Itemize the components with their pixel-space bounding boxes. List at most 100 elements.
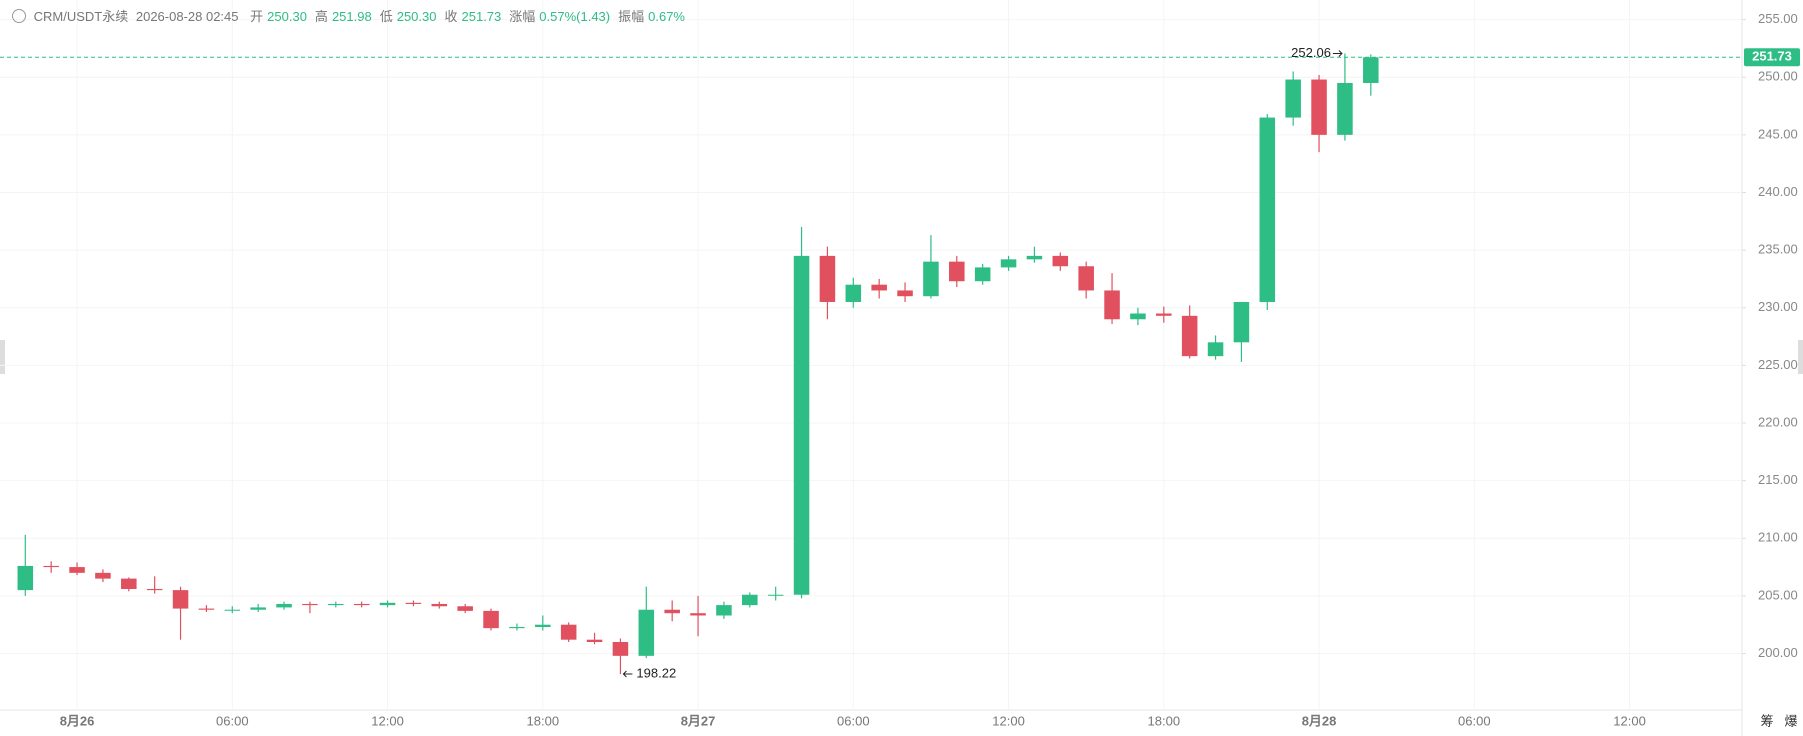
candle-body — [612, 641, 629, 656]
field-value: 250.30 — [267, 9, 307, 24]
candle-body — [638, 609, 655, 656]
x-tick-label: 06:00 — [1458, 713, 1491, 728]
field-value: 0.67% — [648, 9, 685, 24]
candle-body — [121, 578, 137, 589]
field-value: 0.57%(1.43) — [539, 9, 611, 24]
candle-body — [483, 610, 499, 629]
field-value: 251.98 — [331, 9, 372, 24]
candle-body — [146, 588, 163, 591]
candle-body — [923, 261, 939, 297]
header: CRM/USDT永续 2026-08-28 02:45 开 250.30 高 251.… — [12, 6, 693, 25]
y-tick-label: 210.00 — [1758, 530, 1798, 545]
candle-body — [535, 624, 551, 628]
candle-body — [742, 594, 758, 606]
min-arrow — [622, 670, 633, 678]
candle-body — [586, 639, 603, 642]
side-icon[interactable]: 筹 — [1760, 713, 1773, 728]
last-price-label: 251.73 — [1752, 49, 1792, 64]
candle-body — [949, 261, 965, 282]
y-tick-label: 230.00 — [1758, 299, 1798, 314]
candle-body — [845, 284, 862, 302]
candle-body — [1207, 342, 1224, 357]
candle-body — [1078, 266, 1094, 291]
candle-body — [1000, 259, 1017, 268]
candle-body — [1285, 79, 1301, 118]
candle-body — [509, 627, 525, 629]
field-label: 开 — [250, 9, 264, 24]
candle-body — [1259, 117, 1276, 302]
candle-body — [1181, 315, 1198, 357]
candle-body — [664, 609, 680, 614]
y-tick-label: 205.00 — [1758, 587, 1798, 602]
candle-body — [1130, 313, 1146, 320]
y-tick-label: 245.00 — [1758, 126, 1798, 141]
candle-body — [43, 565, 59, 568]
candle-body — [897, 290, 913, 297]
candle-body — [353, 603, 370, 606]
y-tick-label: 240.00 — [1758, 184, 1798, 199]
side-icon[interactable]: 爆 — [1784, 713, 1797, 728]
candle-body — [690, 613, 706, 616]
y-tick-label: 220.00 — [1758, 414, 1798, 429]
candle-body — [250, 607, 266, 610]
candle-body — [1363, 57, 1379, 83]
candle-body — [302, 603, 318, 606]
last-price-tag — [1744, 48, 1800, 67]
y-tick-label: 225.00 — [1758, 357, 1798, 372]
field-value: 250.30 — [396, 9, 437, 24]
time: 2026-08-28 02:45 — [135, 9, 239, 24]
candle-body — [1337, 82, 1353, 135]
side-handle[interactable] — [0, 340, 5, 374]
field-label: 涨幅 — [509, 9, 536, 24]
candle-body — [198, 608, 215, 610]
candle-body — [716, 605, 732, 616]
y-tick-label: 215.00 — [1758, 472, 1798, 487]
x-tick-label: 12:00 — [1613, 713, 1646, 728]
symbol: CRM/USDT永续 — [33, 9, 129, 24]
max-label: 252.06 — [1291, 45, 1331, 60]
max-arrow — [1332, 50, 1343, 57]
y-tick-label: 235.00 — [1758, 242, 1798, 257]
candle-body — [819, 255, 836, 302]
x-tick-label: 8月27 — [681, 713, 716, 728]
candle-body — [1156, 313, 1172, 316]
candle-body — [405, 602, 422, 604]
field-label: 振幅 — [618, 9, 645, 24]
x-tick-label: 8月26 — [60, 713, 95, 728]
candle-body — [1233, 301, 1250, 343]
x-tick-label: 18:00 — [1148, 713, 1181, 728]
candle-body — [974, 267, 991, 282]
candle-body — [560, 624, 577, 640]
field-label: 高 — [314, 9, 328, 24]
x-tick-label: 18:00 — [527, 713, 560, 728]
y-tick-label: 200.00 — [1758, 645, 1798, 660]
x-tick-label: 06:00 — [837, 713, 870, 728]
candle-body — [1311, 79, 1327, 135]
y-tick-label: 250.00 — [1758, 69, 1798, 84]
candle-body — [1104, 290, 1120, 320]
candle-body — [379, 602, 396, 606]
candle-body — [431, 603, 448, 607]
candle-body — [69, 567, 85, 573]
x-tick-label: 06:00 — [216, 713, 249, 728]
side-handle[interactable] — [1798, 340, 1803, 374]
candle-body — [1052, 255, 1069, 267]
field-value: 251.73 — [461, 9, 502, 24]
toggle[interactable] — [12, 9, 26, 23]
min-label: 198.22 — [636, 665, 676, 680]
x-tick-label: 12:00 — [371, 713, 404, 728]
candle-body — [276, 603, 292, 608]
x-tick-label: 8月28 — [1302, 713, 1337, 728]
field-label: 收 — [444, 9, 458, 24]
candle-body — [793, 255, 810, 595]
candle-body — [457, 606, 473, 611]
candle-body — [224, 609, 241, 611]
candle-body — [767, 594, 784, 596]
candle-body — [871, 284, 887, 291]
candle-body — [95, 572, 111, 579]
x-tick-label: 12:00 — [992, 713, 1025, 728]
candle-body — [328, 603, 344, 606]
candle-body — [1026, 255, 1043, 260]
